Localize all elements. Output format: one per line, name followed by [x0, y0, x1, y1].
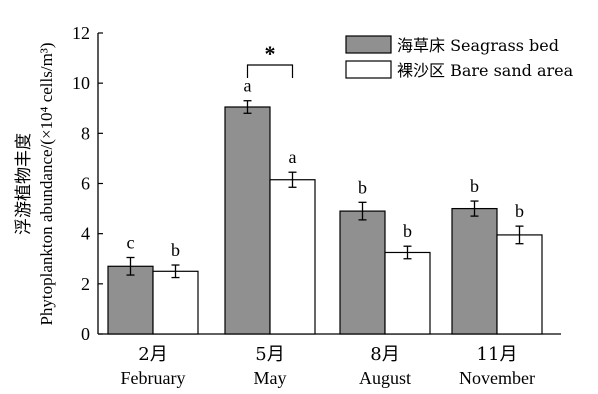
x-tick-label-month: 8月 — [370, 344, 399, 365]
bar-bare-sand — [269, 179, 316, 335]
x-tick-label-name: November — [459, 368, 535, 388]
bars — [107, 100, 543, 335]
bar-seagrass — [451, 207, 498, 335]
axes: 0 2 4 6 8 10 12 浮游植物丰度 Phytoplankton abundance/(… — [14, 23, 561, 388]
y-tick-label: 4 — [81, 224, 90, 244]
y-axis-title-en: Phytoplankton abundance/(×10⁴ cells/m³) — [37, 42, 56, 325]
bar-seagrass — [107, 265, 154, 335]
x-tick-label-month: 11月 — [477, 344, 518, 365]
significance-letter: b — [358, 177, 367, 197]
x-tick-label-month: 5月 — [255, 344, 284, 365]
labels: c a b b b a b b * — [127, 41, 525, 260]
y-tick-label: 2 — [81, 274, 90, 294]
significance-bracket — [246, 64, 294, 78]
y-tick-label: 0 — [81, 324, 90, 344]
y-tick-label: 12 — [72, 23, 90, 43]
y-tick-label: 6 — [81, 174, 90, 194]
significance-letter: a — [289, 147, 297, 167]
significance-letter: a — [244, 76, 252, 96]
legend-label-seagrass: 海草床 Seagrass bed — [397, 36, 559, 55]
legend-label-bare-sand: 裸沙区 Bare sand area — [397, 61, 574, 80]
bar-seagrass — [339, 210, 386, 335]
bar-bare-sand — [496, 234, 543, 335]
significance-letter: b — [470, 176, 479, 196]
x-tick-label-name: May — [254, 368, 287, 388]
bar-bare-sand — [152, 270, 199, 335]
y-axis-title-cn: 浮游植物丰度 — [14, 133, 34, 235]
x-tick-label-month: 2月 — [138, 344, 167, 365]
significance-asterisk: * — [265, 41, 276, 66]
significance-letter: b — [403, 221, 412, 241]
legend: 海草床 Seagrass bed 裸沙区 Bare sand area — [345, 35, 574, 80]
bar-seagrass — [224, 106, 271, 335]
legend-swatch-bare-sand — [345, 60, 392, 79]
legend-swatch-seagrass — [345, 35, 392, 54]
x-tick-label-name: February — [121, 368, 186, 388]
significance-letter: b — [171, 240, 180, 260]
y-tick-label: 8 — [81, 123, 90, 143]
significance-letter: b — [515, 201, 524, 221]
bar-bare-sand — [384, 251, 431, 335]
significance-letter: c — [127, 232, 135, 252]
y-tick-label: 10 — [72, 73, 90, 93]
x-tick-label-name: August — [359, 368, 411, 388]
